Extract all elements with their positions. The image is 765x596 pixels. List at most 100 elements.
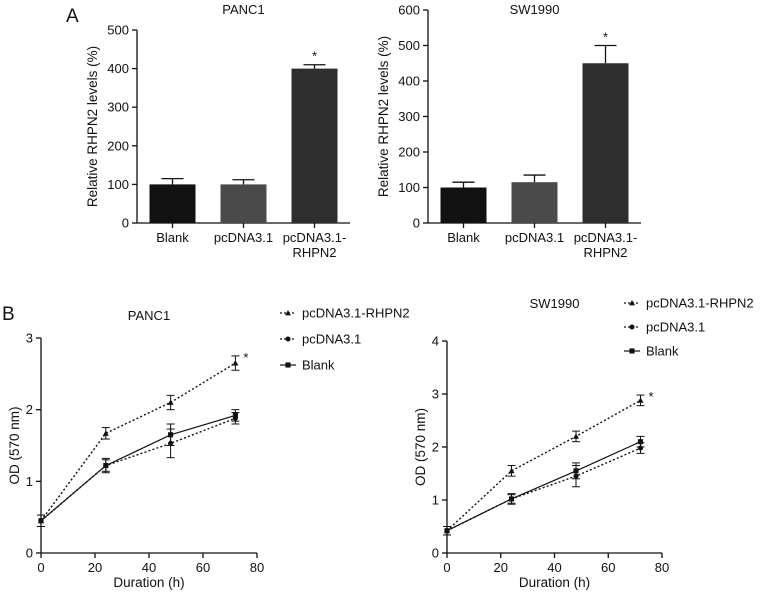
x-tick-label: 60 (601, 560, 615, 575)
legend-label: pcDNA3.1-RHPN2 (646, 296, 754, 311)
legend-entry: Blank (280, 358, 335, 373)
square-marker (508, 496, 515, 502)
triangle-marker (637, 397, 644, 403)
series-pcdna3-1-rhpn2 (37, 355, 240, 527)
circle-marker (285, 336, 291, 342)
y-tick-label: 2 (26, 402, 33, 417)
series-line (40, 414, 236, 522)
legend-entry: Blank (624, 344, 679, 359)
square-marker (573, 468, 579, 474)
chart-title: PANC1 (222, 2, 264, 17)
x-tick-label: 40 (547, 560, 561, 575)
significance-star: * (243, 350, 248, 365)
series-line (446, 399, 641, 532)
x-tick-label: pcDNA3.1- (574, 230, 638, 245)
y-tick-label: 600 (398, 3, 420, 18)
y-tick-label: 100 (398, 180, 420, 195)
y-tick-label: 0 (432, 546, 439, 561)
legend-label: pcDNA3.1 (302, 332, 361, 347)
square-marker (232, 412, 238, 418)
bar (582, 63, 629, 223)
legend-label: pcDNA3.1-RHPN2 (302, 306, 410, 321)
y-tick-label: 0 (26, 546, 33, 561)
x-tick-label: pcDNA3.1- (283, 230, 347, 245)
significance-star: * (649, 389, 654, 404)
legend-label: pcDNA3.1 (646, 320, 705, 335)
square-marker (629, 348, 635, 354)
series-line (446, 447, 641, 532)
y-axis-label: Relative RHPN2 levels (%) (376, 36, 391, 197)
y-tick-label: 3 (26, 331, 33, 346)
series-line (446, 441, 641, 532)
triangle-marker (232, 360, 239, 366)
x-axis-label: Duration (h) (519, 575, 590, 590)
square-marker (637, 439, 644, 445)
legend-entry: pcDNA3.1-RHPN2 (280, 306, 410, 321)
significance-star: * (603, 30, 608, 45)
y-tick-label: 200 (398, 145, 420, 160)
legend-label: Blank (302, 358, 335, 373)
square-marker (38, 518, 44, 524)
y-axis-label: Relative RHPN2 levels (%) (85, 46, 100, 207)
x-tick-label: 20 (88, 560, 102, 575)
y-tick-label: 0 (413, 216, 420, 231)
series-blank (37, 409, 240, 527)
series-line (40, 362, 236, 522)
y-tick-label: 500 (107, 23, 129, 38)
y-tick-label: 1 (432, 493, 439, 508)
legend-entry: pcDNA3.1-RHPN2 (624, 296, 754, 311)
triangle-marker (573, 433, 579, 439)
legend-entry: pcDNA3.1 (280, 332, 361, 347)
series-line (40, 417, 236, 522)
x-tick-label: pcDNA3.1 (505, 230, 564, 245)
triangle-marker (629, 300, 635, 306)
y-tick-label: 100 (107, 177, 129, 192)
circle-marker (629, 324, 635, 330)
y-tick-label: 500 (398, 38, 420, 53)
x-tick-label: RHPN2 (292, 245, 336, 260)
square-marker (444, 528, 450, 534)
series-blank (443, 435, 645, 536)
y-axis-label: OD (570 nm) (7, 406, 22, 484)
y-axis-label: OD (570 nm) (413, 408, 428, 486)
series-pcdna3-1 (443, 442, 645, 536)
line-chart-sw1990: SW1990 0 1 2 3 4 OD (570 nm) 0 20 40 60 80 Duration … (413, 296, 754, 591)
y-tick-label: 400 (398, 74, 420, 89)
panel-letter-a: A (66, 6, 79, 27)
y-tick-label: 200 (107, 138, 129, 153)
bar (440, 187, 487, 223)
x-tick-label: 60 (196, 560, 210, 575)
y-tick-label: 400 (107, 61, 129, 76)
legend-label: Blank (646, 344, 679, 359)
y-tick-label: 300 (107, 100, 129, 115)
triangle-marker (285, 310, 291, 316)
y-tick-label: 1 (26, 474, 33, 489)
x-tick-label: Blank (447, 230, 480, 245)
x-axis-label: Duration (h) (113, 575, 184, 590)
series-pcdna3-1 (37, 412, 240, 527)
chart-title: SW1990 (530, 296, 580, 311)
x-tick-label: RHPN2 (583, 245, 627, 260)
series-pcdna3-1-rhpn2 (443, 394, 645, 536)
square-marker (168, 432, 174, 438)
bar (220, 184, 267, 223)
square-marker (285, 362, 291, 368)
y-tick-label: 3 (432, 387, 439, 402)
chart-title: SW1990 (510, 2, 560, 17)
legend-entry: pcDNA3.1 (624, 320, 705, 335)
x-tick-label: pcDNA3.1 (214, 230, 273, 245)
triangle-marker (167, 399, 174, 405)
line-chart-panc1: PANC1 0 1 2 3 OD (570 nm) 0 20 40 60 80 Duration (h… (7, 306, 410, 591)
bar (149, 184, 196, 223)
y-tick-label: 4 (432, 334, 439, 349)
x-tick-label: 20 (494, 560, 508, 575)
x-tick-label: 80 (250, 560, 264, 575)
triangle-marker (508, 467, 515, 474)
x-tick-label: 80 (655, 560, 669, 575)
bar-chart-sw1990: SW1990 0 100 200 300 400 500 600 Relative RHPN2 … (376, 2, 641, 260)
significance-star: * (312, 49, 317, 64)
y-tick-label: 300 (398, 109, 420, 124)
panel-letter-b: B (2, 304, 15, 325)
y-tick-label: 0 (122, 216, 129, 231)
